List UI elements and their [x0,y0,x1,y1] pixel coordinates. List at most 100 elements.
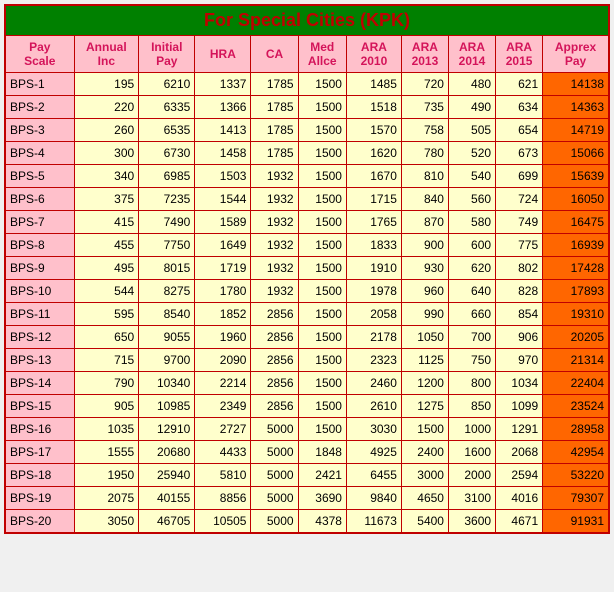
value-cell: 780 [401,142,448,165]
value-cell: 1765 [346,211,401,234]
value-cell: 1518 [346,96,401,119]
value-cell: 1780 [195,280,251,303]
apprex-pay-cell: 16475 [543,211,609,234]
value-cell: 8275 [139,280,195,303]
value-cell: 720 [401,73,448,96]
value-cell: 1500 [298,280,346,303]
value-cell: 905 [74,395,139,418]
value-cell: 1950 [74,464,139,487]
value-cell: 4650 [401,487,448,510]
value-cell: 6535 [139,119,195,142]
value-cell: 2323 [346,349,401,372]
value-cell: 4671 [496,510,543,534]
value-cell: 634 [496,96,543,119]
table-row: BPS-203050467051050550004378116735400360… [5,510,609,534]
table-row: BPS-181950259405810500024216455300020002… [5,464,609,487]
pay-scale-cell: BPS-19 [5,487,74,510]
value-cell: 1932 [251,280,298,303]
table-body: BPS-119562101337178515001485720480621141… [5,73,609,534]
value-cell: 1500 [298,119,346,142]
value-cell: 20680 [139,441,195,464]
table-row: BPS-115958540185228561500205899066085419… [5,303,609,326]
value-cell: 1500 [298,234,346,257]
pay-scale-cell: BPS-5 [5,165,74,188]
value-cell: 544 [74,280,139,303]
col-header: InitialPay [139,36,195,73]
value-cell: 1500 [298,188,346,211]
table-row: BPS-119562101337178515001485720480621141… [5,73,609,96]
value-cell: 654 [496,119,543,142]
value-cell: 580 [448,211,495,234]
value-cell: 595 [74,303,139,326]
apprex-pay-cell: 16050 [543,188,609,211]
value-cell: 340 [74,165,139,188]
apprex-pay-cell: 42954 [543,441,609,464]
table-row: BPS-159051098523492856150026101275850109… [5,395,609,418]
value-cell: 560 [448,188,495,211]
value-cell: 8015 [139,257,195,280]
apprex-pay-cell: 28958 [543,418,609,441]
value-cell: 900 [401,234,448,257]
pay-scale-cell: BPS-18 [5,464,74,487]
value-cell: 1555 [74,441,139,464]
value-cell: 1485 [346,73,401,96]
value-cell: 5000 [251,418,298,441]
value-cell: 2856 [251,303,298,326]
value-cell: 1503 [195,165,251,188]
value-cell: 480 [448,73,495,96]
value-cell: 12910 [139,418,195,441]
pay-scale-cell: BPS-13 [5,349,74,372]
value-cell: 2090 [195,349,251,372]
apprex-pay-cell: 20205 [543,326,609,349]
value-cell: 490 [448,96,495,119]
table-row: BPS-637572351544193215001715840560724160… [5,188,609,211]
value-cell: 621 [496,73,543,96]
pay-scale-cell: BPS-11 [5,303,74,326]
table-row: BPS-147901034022142856150024601200800103… [5,372,609,395]
value-cell: 673 [496,142,543,165]
value-cell: 7490 [139,211,195,234]
value-cell: 810 [401,165,448,188]
value-cell: 2594 [496,464,543,487]
value-cell: 1932 [251,188,298,211]
value-cell: 1620 [346,142,401,165]
value-cell: 195 [74,73,139,96]
value-cell: 1500 [401,418,448,441]
value-cell: 4016 [496,487,543,510]
value-cell: 1932 [251,234,298,257]
value-cell: 2610 [346,395,401,418]
pay-scale-cell: BPS-15 [5,395,74,418]
apprex-pay-cell: 14138 [543,73,609,96]
value-cell: 1719 [195,257,251,280]
value-cell: 8540 [139,303,195,326]
value-cell: 1500 [298,349,346,372]
value-cell: 3050 [74,510,139,534]
apprex-pay-cell: 23524 [543,395,609,418]
pay-table-wrap: For Special Cities (KPK) PayScaleAnnualI… [4,4,610,534]
pay-scale-cell: BPS-17 [5,441,74,464]
table-row: BPS-534069851503193215001670810540699156… [5,165,609,188]
value-cell: 220 [74,96,139,119]
value-cell: 735 [401,96,448,119]
value-cell: 790 [74,372,139,395]
value-cell: 3690 [298,487,346,510]
value-cell: 1500 [298,418,346,441]
value-cell: 1589 [195,211,251,234]
value-cell: 960 [401,280,448,303]
value-cell: 3030 [346,418,401,441]
value-cell: 1600 [448,441,495,464]
value-cell: 970 [496,349,543,372]
value-cell: 1785 [251,73,298,96]
value-cell: 750 [448,349,495,372]
value-cell: 415 [74,211,139,234]
value-cell: 1932 [251,211,298,234]
value-cell: 850 [448,395,495,418]
value-cell: 11673 [346,510,401,534]
value-cell: 1500 [298,326,346,349]
value-cell: 1570 [346,119,401,142]
value-cell: 9840 [346,487,401,510]
value-cell: 2075 [74,487,139,510]
value-cell: 2421 [298,464,346,487]
value-cell: 5000 [251,441,298,464]
apprex-pay-cell: 15066 [543,142,609,165]
